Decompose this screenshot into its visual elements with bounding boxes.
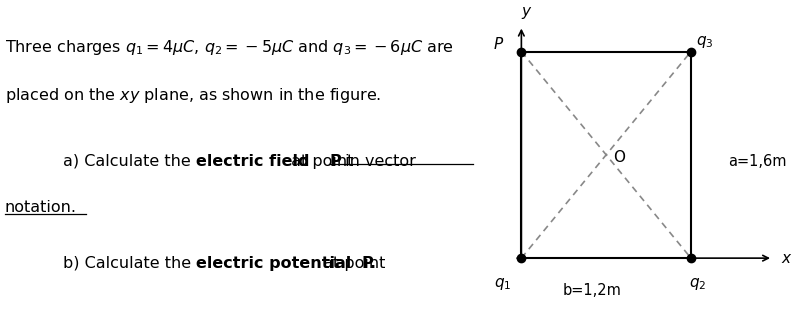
Text: $P$: $P$ bbox=[493, 36, 505, 52]
Text: O: O bbox=[613, 150, 625, 165]
Text: b=1,2m: b=1,2m bbox=[563, 283, 621, 298]
Text: P: P bbox=[329, 154, 341, 169]
Text: b) Calculate the: b) Calculate the bbox=[63, 256, 196, 271]
Text: notation.: notation. bbox=[5, 200, 76, 215]
Text: Three charges $q_1 = 4\mu C$, $q_2 = -5\mu C$ and $q_3 = -6\mu C$ are: Three charges $q_1 = 4\mu C$, $q_2 = -5\… bbox=[5, 38, 454, 57]
Text: $q_1$: $q_1$ bbox=[494, 276, 512, 292]
Text: a) Calculate the: a) Calculate the bbox=[63, 154, 196, 169]
Text: electric field: electric field bbox=[196, 154, 309, 169]
Text: $q_3$: $q_3$ bbox=[696, 35, 714, 51]
Text: at point: at point bbox=[318, 256, 390, 271]
Text: placed on the $xy$ plane, as shown in the figure.: placed on the $xy$ plane, as shown in th… bbox=[5, 86, 381, 105]
Text: $q_2$: $q_2$ bbox=[689, 276, 707, 292]
Text: a=1,6m: a=1,6m bbox=[728, 154, 786, 169]
Text: $y$: $y$ bbox=[521, 4, 533, 20]
Text: $x$: $x$ bbox=[782, 251, 793, 266]
Text: P.: P. bbox=[361, 256, 376, 271]
Text: in vector: in vector bbox=[340, 154, 415, 169]
Text: electric potential: electric potential bbox=[196, 256, 351, 271]
Text: at point: at point bbox=[286, 154, 358, 169]
